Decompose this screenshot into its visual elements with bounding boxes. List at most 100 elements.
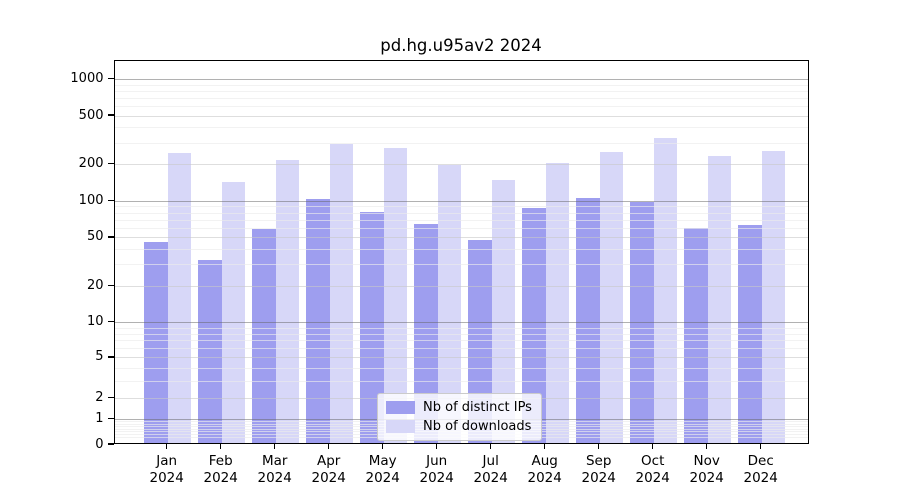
legend-swatch-distinct-ips	[386, 400, 415, 414]
y-tick-label-200: 200	[78, 156, 104, 172]
x-tick-apr	[328, 444, 330, 449]
bar-downloads-sep	[599, 151, 624, 443]
y-tick-1000	[107, 77, 114, 80]
gridline-20	[114, 285, 808, 287]
y-tick-label-500: 500	[78, 107, 104, 123]
chart-legend: Nb of distinct IPs Nb of downloads	[377, 392, 542, 441]
bar-downloads-jul	[491, 179, 516, 443]
x-tick-may	[382, 444, 384, 449]
y-tick-1	[107, 417, 114, 420]
y-tick-100	[107, 199, 114, 202]
gridline-700	[114, 97, 808, 99]
gridline-6	[114, 348, 808, 350]
bar-distinct-ips-may	[360, 211, 384, 443]
y-tick-20	[107, 284, 114, 287]
gridline-800	[114, 90, 808, 92]
y-tick-label-100: 100	[78, 192, 104, 208]
chart-title: pd.hg.u95av2 2024	[380, 36, 542, 55]
gridline-200	[114, 164, 808, 166]
gridline-80	[114, 212, 808, 214]
y-tick-label-50: 50	[86, 229, 104, 245]
bar-distinct-ips-aug	[522, 207, 546, 443]
y-tick-50	[107, 236, 114, 238]
bar-distinct-ips-jul	[468, 240, 492, 443]
y-tick-200	[107, 162, 114, 165]
x-tick-mar	[274, 444, 276, 449]
gridline-40	[114, 249, 808, 251]
bar-downloads-nov	[707, 156, 732, 443]
legend-label-downloads: Nb of downloads	[423, 418, 532, 434]
x-tick-jul	[490, 444, 492, 449]
x-tick-label-may: May 2024	[365, 453, 400, 486]
bar-distinct-ips-feb	[198, 259, 222, 443]
y-tick-10	[107, 320, 114, 323]
x-tick-label-feb: Feb 2024	[203, 453, 238, 486]
x-tick-aug	[544, 444, 546, 449]
x-tick-label-sep: Sep 2024	[581, 453, 616, 486]
y-tick-label-20: 20	[86, 277, 104, 293]
y-tick-label-5: 5	[95, 349, 104, 365]
bar-distinct-ips-jun	[414, 223, 438, 443]
legend-item-downloads: Nb of downloads	[386, 419, 532, 434]
gridline-9	[114, 327, 808, 329]
gridline-4	[114, 368, 808, 370]
legend-item-distinct-ips: Nb of distinct IPs	[386, 400, 532, 415]
y-tick-label-1: 1	[95, 411, 104, 427]
gridline-10	[114, 322, 808, 324]
y-tick-label-2: 2	[95, 389, 104, 405]
bar-distinct-ips-sep	[576, 198, 600, 443]
x-tick-sep	[598, 444, 600, 449]
x-tick-jun	[436, 444, 438, 449]
legend-label-distinct-ips: Nb of distinct IPs	[423, 399, 532, 415]
gridline-300	[114, 142, 808, 144]
x-tick-nov	[706, 444, 708, 449]
gridline-1000	[114, 79, 808, 80]
x-tick-label-oct: Oct 2024	[635, 453, 670, 486]
bar-downloads-oct	[653, 137, 678, 443]
gridline-90	[114, 206, 808, 208]
plot-area	[113, 60, 809, 444]
bar-distinct-ips-nov	[684, 228, 708, 443]
x-tick-label-mar: Mar 2024	[257, 453, 292, 486]
y-tick-label-0: 0	[95, 436, 104, 452]
bar-downloads-may	[383, 147, 408, 443]
y-tick-0	[107, 443, 114, 445]
x-tick-label-aug: Aug 2024	[527, 453, 562, 486]
y-tick-500	[107, 114, 114, 116]
x-tick-label-dec: Dec 2024	[743, 453, 778, 486]
x-tick-feb	[220, 444, 222, 449]
x-tick-label-jan: Jan 2024	[149, 453, 184, 486]
gridline-400	[114, 127, 808, 129]
gridline-600	[114, 106, 808, 108]
bar-distinct-ips-jan	[144, 241, 168, 443]
gridline-900	[114, 84, 808, 86]
legend-swatch-downloads	[386, 419, 415, 433]
gridline-500	[114, 115, 808, 117]
y-tick-label-1000: 1000	[70, 71, 104, 86]
x-tick-label-jul: Jul 2024	[473, 453, 508, 486]
bar-downloads-jan	[167, 153, 192, 443]
x-tick-label-nov: Nov 2024	[689, 453, 724, 486]
bar-downloads-feb	[221, 181, 246, 443]
gridline-8	[114, 333, 808, 335]
y-tick-5	[107, 356, 114, 358]
gridline-50	[114, 237, 808, 239]
y-tick-label-10: 10	[86, 314, 104, 330]
gridline-5	[114, 357, 808, 359]
bar-distinct-ips-mar	[252, 229, 276, 443]
x-tick-dec	[760, 444, 762, 449]
bar-downloads-aug	[545, 162, 570, 443]
gridline-70	[114, 219, 808, 221]
gridline-100	[114, 200, 808, 202]
x-tick-oct	[652, 444, 654, 449]
x-tick-label-jun: Jun 2024	[419, 453, 454, 486]
gridline-60	[114, 227, 808, 229]
gridline-7	[114, 340, 808, 342]
bar-downloads-mar	[275, 160, 300, 443]
x-tick-jan	[166, 444, 168, 449]
bar-downloads-jun	[437, 165, 462, 443]
y-tick-2	[107, 396, 114, 399]
x-tick-label-apr: Apr 2024	[311, 453, 346, 486]
bar-downloads-dec	[761, 150, 786, 443]
